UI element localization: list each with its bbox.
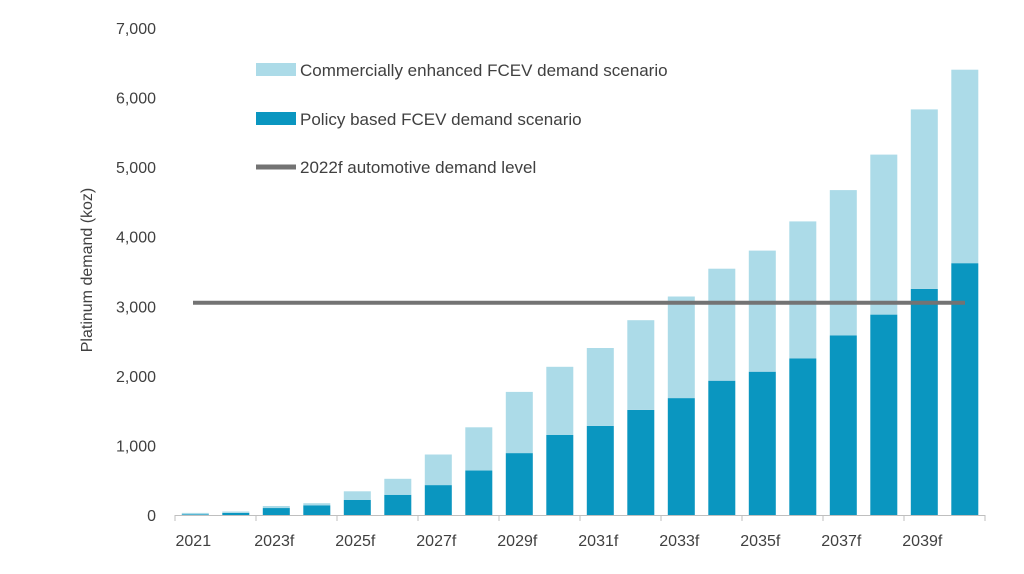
y-tick-labels: 0 1,000 2,000 3,000 4,000 5,000 6,000 7,000 [116,21,156,525]
x-tick-label: 2025f [335,533,376,550]
bar-enhanced-2037f [829,190,857,336]
legend-swatch-policy [256,112,296,125]
bar-enhanced-2034f [708,268,736,381]
bar-policy-2029f [505,453,533,515]
axes-layer [174,515,986,521]
bar-enhanced-2026f [384,478,412,495]
x-tick-label: 2029f [497,533,538,550]
bar-policy-2031f [586,425,614,515]
bar-enhanced-2035f [748,250,776,372]
y-tick-label: 1,000 [116,438,156,455]
y-axis-title: Platinum demand (koz) [79,188,96,353]
bar-policy-2033f [667,398,695,515]
bar-enhanced-2024f [303,503,331,506]
bar-enhanced-2033f [667,296,695,399]
bar-policy-2037f [829,335,857,515]
y-tick-label: 7,000 [116,21,156,38]
bar-enhanced-2022f [222,511,250,513]
bar-enhanced-2031f [586,348,614,426]
bar-enhanced-2030f [546,366,574,435]
bars-layer [181,69,979,515]
bar-policy-2036f [789,358,817,515]
y-tick-label: 3,000 [116,299,156,316]
bar-policy-2030f [546,435,574,515]
bar-policy-2024f [303,505,331,515]
bar-enhanced-2025f [343,491,371,500]
y-tick-label: 4,000 [116,230,156,247]
x-tick-label: 2027f [416,533,457,550]
bar-policy-2028f [465,470,493,515]
bar-enhanced-2021 [181,512,209,515]
bar-enhanced-2029f [505,391,533,454]
x-tick-label: 2021 [176,533,212,550]
bar-enhanced-2032f [627,320,655,410]
bar-policy-2038f [870,314,898,515]
y-tick-label: 2,000 [116,369,156,386]
bar-enhanced-2023f [262,506,290,509]
bar-enhanced-2038f [870,154,898,315]
x-tick-labels: 2021 2023f 2025f 2027f 2029f 2031f 2033f 2035f 2… [176,533,943,550]
x-tick-label: 2033f [659,533,700,550]
bar-enhanced-2040f [951,69,979,264]
y-tick-label: 5,000 [116,160,156,177]
bar-enhanced-2039f [910,109,938,289]
x-tick-label: 2039f [902,533,943,550]
bar-enhanced-2028f [465,427,493,471]
x-tick-label: 2037f [821,533,862,550]
bar-policy-2023f [262,508,290,515]
legend-label-enhanced: Commercially enhanced FCEV demand scenar… [300,61,668,80]
x-tick-label: 2031f [578,533,619,550]
bar-policy-2026f [384,494,412,515]
bar-policy-2022f [222,512,250,515]
bar-policy-2035f [748,371,776,515]
bar-enhanced-2036f [789,221,817,359]
y-tick-label: 6,000 [116,91,156,108]
bar-policy-2027f [424,485,452,515]
bar-policy-2039f [910,288,938,515]
bar-enhanced-2027f [424,454,452,486]
bar-policy-2025f [343,500,371,515]
y-tick-label: 0 [147,508,156,525]
bar-policy-2021 [181,514,209,515]
x-tick-label: 2023f [254,533,295,550]
bar-policy-2034f [708,380,736,515]
legend-swatch-enhanced [256,63,296,76]
bar-policy-2032f [627,409,655,515]
bar-policy-2040f [951,263,979,515]
legend-label-reference-line: 2022f automotive demand level [300,158,536,177]
x-tick-label: 2035f [740,533,781,550]
legend-label-policy: Policy based FCEV demand scenario [300,110,582,129]
legend: Commercially enhanced FCEV demand scenar… [256,61,668,177]
